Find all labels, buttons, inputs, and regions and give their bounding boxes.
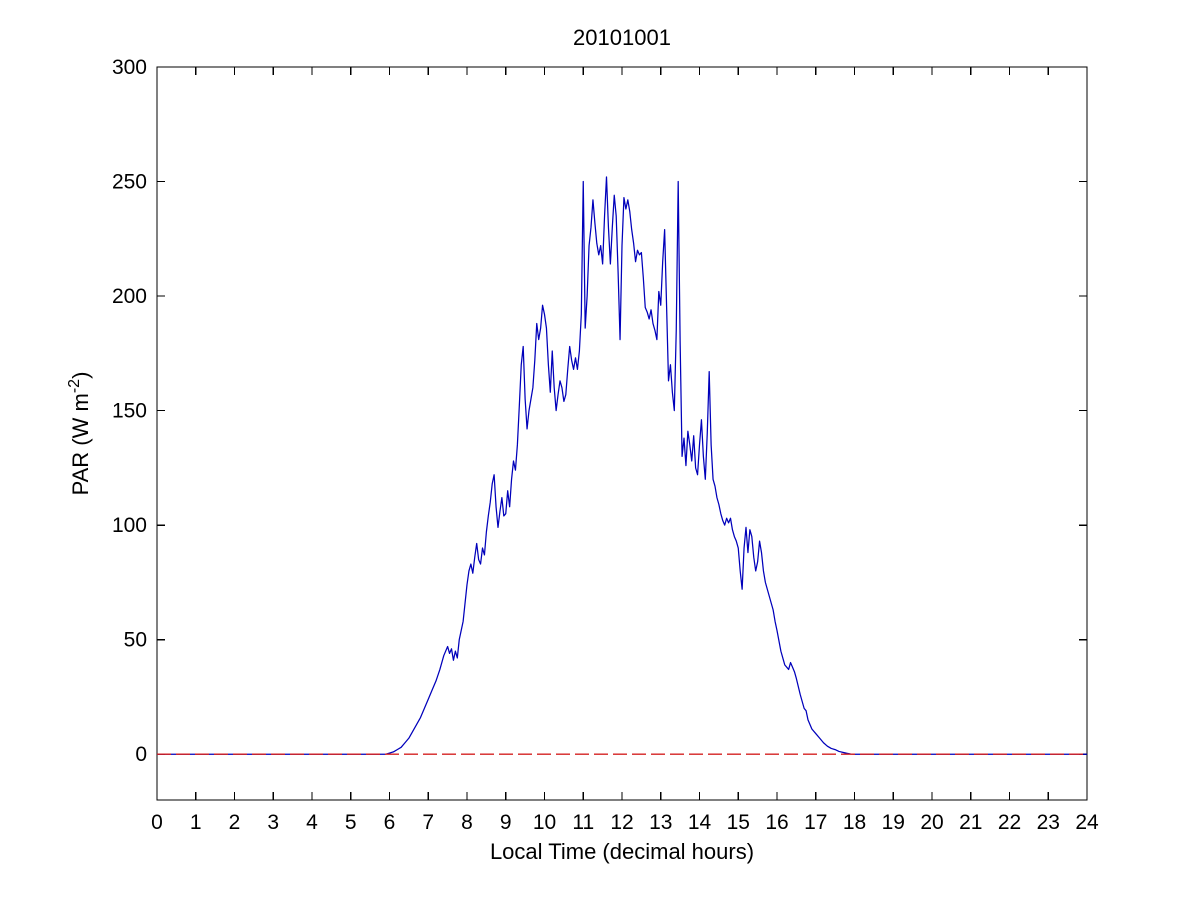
y-axis-label: PAR (W m-2) bbox=[66, 372, 93, 496]
x-tick-label: 16 bbox=[765, 811, 788, 834]
x-tick-label: 8 bbox=[461, 811, 473, 834]
axis-ticks bbox=[156, 66, 1088, 800]
x-tick-label: 12 bbox=[610, 811, 633, 834]
x-tick-label: 2 bbox=[229, 811, 241, 834]
y-tick-label: 300 bbox=[112, 56, 147, 79]
chart-title: 20101001 bbox=[573, 25, 671, 50]
x-tick-label: 19 bbox=[882, 811, 905, 834]
par-data-line bbox=[157, 176, 1087, 755]
data-series bbox=[157, 176, 1087, 755]
x-tick-labels: 0 1 2 3 4 5 6 7 8 9 10 11 12 13 14 15 16 17 18 19 20 21 22 23 24 bbox=[151, 811, 1099, 834]
x-tick-label: 1 bbox=[190, 811, 202, 834]
x-tick-label: 7 bbox=[422, 811, 434, 834]
x-tick-label: 10 bbox=[533, 811, 556, 834]
x-tick-label: 22 bbox=[998, 811, 1021, 834]
x-tick-label: 6 bbox=[384, 811, 396, 834]
y-tick-label: 250 bbox=[112, 171, 147, 194]
x-tick-label: 23 bbox=[1037, 811, 1060, 834]
x-axis-label: Local Time (decimal hours) bbox=[490, 839, 754, 864]
x-tick-label: 9 bbox=[500, 811, 512, 834]
y-tick-label: 50 bbox=[124, 629, 147, 652]
x-tick-label: 18 bbox=[843, 811, 866, 834]
x-tick-label: 11 bbox=[572, 811, 594, 834]
x-tick-label: 24 bbox=[1075, 811, 1099, 834]
x-tick-label: 20 bbox=[920, 811, 943, 834]
y-tick-label: 0 bbox=[135, 743, 147, 766]
y-tick-labels: 0 50 100 150 200 250 300 bbox=[112, 56, 147, 766]
x-tick-label: 15 bbox=[727, 811, 750, 834]
x-tick-label: 0 bbox=[151, 811, 163, 834]
x-tick-label: 4 bbox=[306, 811, 318, 834]
plot-area-box bbox=[156, 66, 1088, 801]
x-tick-label: 3 bbox=[267, 811, 279, 834]
x-tick-label: 14 bbox=[688, 811, 712, 834]
x-tick-label: 17 bbox=[804, 811, 827, 834]
y-tick-label: 150 bbox=[112, 400, 147, 423]
x-tick-label: 21 bbox=[959, 811, 982, 834]
y-tick-label: 200 bbox=[112, 285, 147, 308]
x-tick-label: 5 bbox=[345, 811, 357, 834]
x-tick-label: 13 bbox=[649, 811, 672, 834]
y-tick-label: 100 bbox=[112, 514, 147, 537]
